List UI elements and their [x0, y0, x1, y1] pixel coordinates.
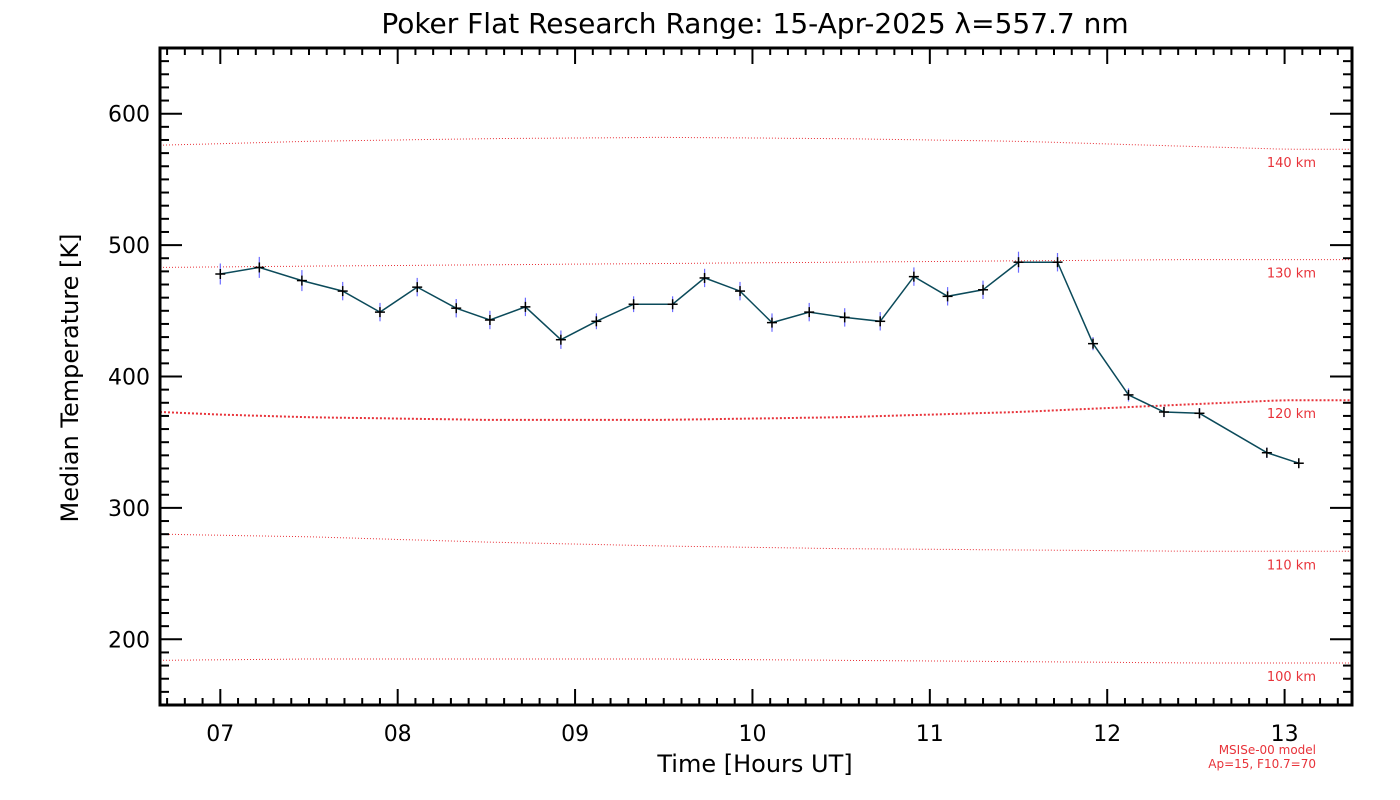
- y-axis-label: Median Temperature [K]: [56, 233, 84, 522]
- temperature-series: [215, 257, 1304, 469]
- data-point: [591, 316, 602, 327]
- data-point: [484, 314, 495, 325]
- data-point: [254, 262, 265, 273]
- data-point: [374, 307, 385, 318]
- model-note-name: MSISe-00 model: [1219, 743, 1316, 757]
- x-tick-label: 10: [739, 722, 767, 747]
- x-axis-label: Time [Hours UT]: [656, 750, 852, 778]
- data-point: [1194, 408, 1205, 419]
- data-point: [942, 291, 953, 302]
- error-bars: [219, 251, 1300, 468]
- reference-label-120km: 120 km: [1267, 407, 1316, 422]
- x-tick-label: 13: [1271, 722, 1299, 747]
- y-tick-label: 200: [108, 628, 150, 653]
- x-tick-label: 11: [916, 722, 944, 747]
- data-point: [628, 299, 639, 310]
- data-point: [1123, 389, 1134, 400]
- data-point: [451, 303, 462, 314]
- data-point: [978, 284, 989, 295]
- reference-line-130km: [159, 259, 1352, 268]
- y-tick-label: 400: [108, 366, 150, 391]
- reference-line-140km: [159, 136, 1352, 150]
- data-point: [875, 316, 886, 327]
- y-tick-label: 600: [108, 103, 150, 128]
- data-point: [555, 334, 566, 345]
- msis-reference-lines: 140 km 130 km 120 km 110 km 100 km: [159, 136, 1352, 685]
- data-point: [1158, 406, 1169, 417]
- reference-line-100km: [159, 658, 1352, 664]
- model-note-params: Ap=15, F10.7=70: [1208, 757, 1316, 771]
- data-point: [804, 307, 815, 318]
- plot-axes: 07 08 09 10 11 12 13 200 300 400 500 600: [108, 46, 1354, 747]
- data-point: [667, 299, 678, 310]
- data-point: [839, 312, 850, 323]
- data-point: [412, 282, 423, 293]
- data-point: [1013, 257, 1024, 268]
- reference-line-110km: [159, 533, 1352, 552]
- chart-title: Poker Flat Research Range: 15-Apr-2025 λ…: [381, 7, 1128, 40]
- data-point: [908, 271, 919, 282]
- data-point: [735, 286, 746, 297]
- reference-label-130km: 130 km: [1267, 267, 1316, 282]
- y-tick-label: 500: [108, 234, 150, 259]
- x-tick-label: 09: [561, 722, 589, 747]
- data-point: [337, 286, 348, 297]
- data-point: [296, 275, 307, 286]
- y-tick-label: 300: [108, 497, 150, 522]
- series-line: [220, 261, 1300, 464]
- data-point: [699, 272, 710, 283]
- data-point: [1052, 257, 1063, 268]
- data-point: [1088, 338, 1099, 349]
- data-point: [766, 317, 777, 328]
- reference-label-110km: 110 km: [1267, 558, 1316, 573]
- x-tick-label: 12: [1093, 722, 1121, 747]
- reference-label-140km: 140 km: [1267, 156, 1316, 171]
- data-point: [215, 269, 226, 280]
- plot-frame: [158, 46, 1354, 707]
- reference-label-100km: 100 km: [1267, 670, 1316, 685]
- data-point: [1261, 447, 1272, 458]
- data-point: [520, 301, 531, 312]
- reference-line-120km: [159, 399, 1352, 421]
- x-tick-label: 08: [384, 722, 412, 747]
- data-point: [1293, 458, 1304, 469]
- x-tick-label: 07: [206, 722, 234, 747]
